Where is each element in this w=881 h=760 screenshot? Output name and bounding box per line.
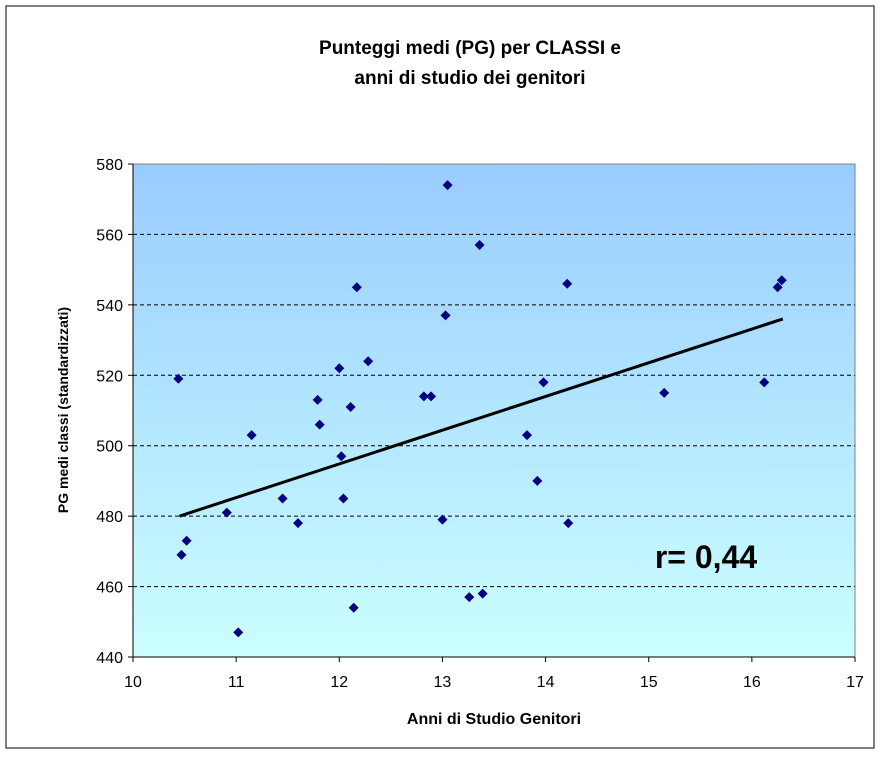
point bbox=[221, 507, 232, 518]
point bbox=[532, 475, 543, 486]
point bbox=[351, 282, 362, 293]
annotation: r= 0,44 bbox=[655, 539, 758, 575]
point bbox=[345, 401, 356, 412]
y-axis-label: PG medi classi (standardizzati) bbox=[55, 307, 71, 513]
point bbox=[772, 282, 783, 293]
point bbox=[563, 518, 574, 529]
y-tick-label: 480 bbox=[96, 509, 123, 526]
point bbox=[418, 391, 429, 402]
point bbox=[659, 387, 670, 398]
point bbox=[442, 180, 453, 191]
x-tick-label: 15 bbox=[640, 674, 658, 691]
y-tick-label: 580 bbox=[96, 157, 123, 174]
point bbox=[562, 278, 573, 289]
point bbox=[336, 451, 347, 462]
point bbox=[522, 430, 533, 441]
point bbox=[293, 518, 304, 529]
point bbox=[440, 310, 451, 321]
point bbox=[759, 377, 770, 388]
point bbox=[776, 275, 787, 286]
point bbox=[437, 514, 448, 525]
y-tick-label: 520 bbox=[96, 368, 123, 385]
point bbox=[181, 535, 192, 546]
plot-area bbox=[132, 163, 856, 658]
point bbox=[477, 588, 488, 599]
x-tick-label: 17 bbox=[846, 674, 864, 691]
x-tick-label: 16 bbox=[743, 674, 761, 691]
x-axis-label: Anni di Studio Genitori bbox=[407, 711, 581, 728]
point bbox=[363, 356, 374, 367]
x-tick-label: 10 bbox=[124, 674, 142, 691]
point bbox=[173, 373, 184, 384]
y-tick-label: 460 bbox=[96, 580, 123, 597]
point bbox=[338, 493, 349, 504]
y-tick-label: 540 bbox=[96, 298, 123, 315]
point bbox=[426, 391, 437, 402]
trendline bbox=[178, 317, 784, 518]
point bbox=[464, 592, 475, 603]
point bbox=[538, 377, 549, 388]
point bbox=[348, 602, 359, 613]
y-tick-label: 500 bbox=[96, 439, 123, 456]
y-tick-label: 440 bbox=[96, 650, 123, 667]
chart-title: anni di studio dei genitori bbox=[354, 68, 585, 89]
point bbox=[474, 239, 485, 250]
point bbox=[312, 394, 323, 405]
x-tick-label: 14 bbox=[537, 674, 555, 691]
point bbox=[176, 549, 187, 560]
point bbox=[334, 363, 345, 374]
point bbox=[233, 627, 244, 638]
chart-title: Punteggi medi (PG) per CLASSI e bbox=[319, 38, 621, 59]
point bbox=[277, 493, 288, 504]
x-tick-label: 13 bbox=[434, 674, 452, 691]
y-tick-label: 560 bbox=[96, 227, 123, 244]
x-tick-label: 11 bbox=[228, 674, 245, 691]
point bbox=[246, 430, 257, 441]
x-tick-label: 12 bbox=[330, 674, 348, 691]
point bbox=[314, 419, 325, 430]
